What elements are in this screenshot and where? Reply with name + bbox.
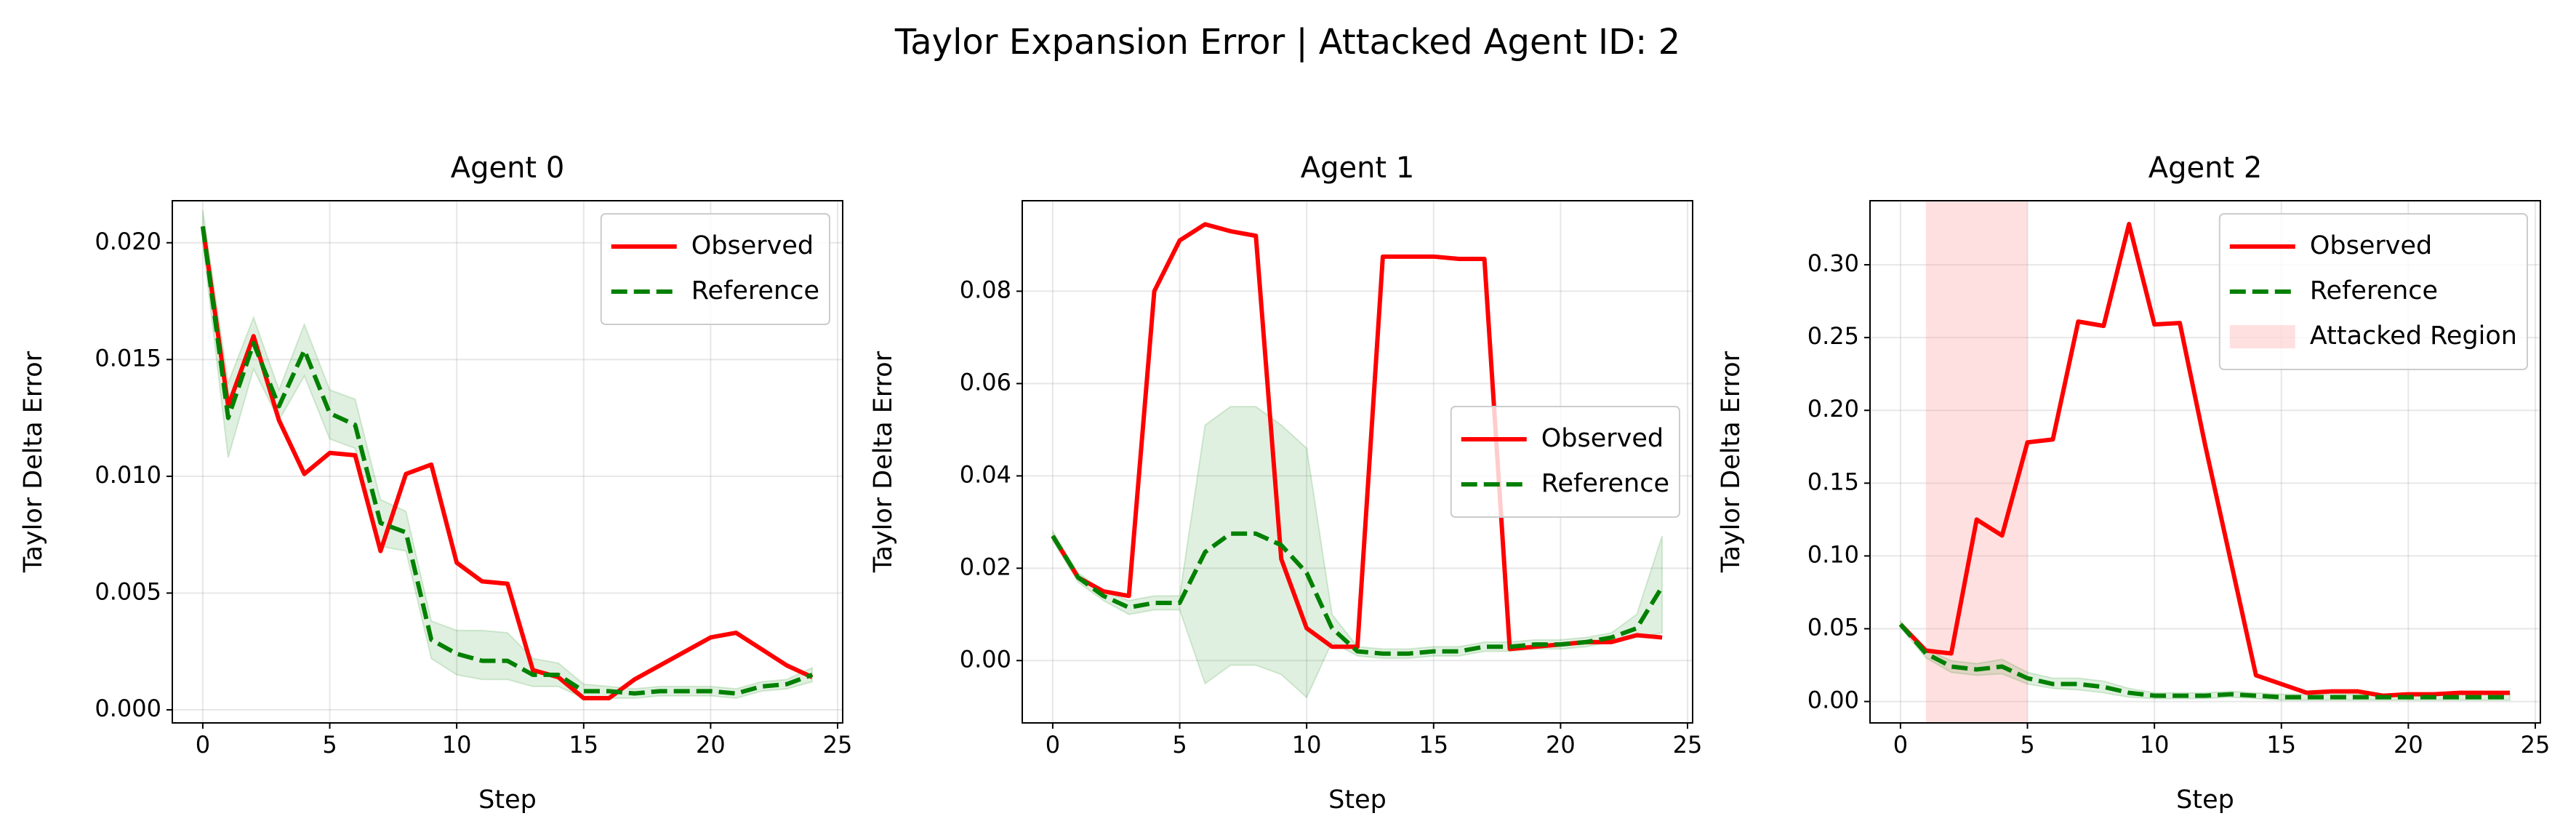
legend-label: Observed — [2310, 231, 2432, 260]
x-axis-label: Step — [478, 785, 537, 815]
y-tick-label: 0.15 — [1807, 468, 1859, 495]
y-tick-label: 0.015 — [95, 344, 161, 372]
series-line — [1898, 623, 2511, 700]
x-tick-label: 0 — [1893, 731, 1908, 759]
legend: Observed Reference Attacked Region — [2218, 213, 2528, 370]
legend: Observed Reference — [1450, 406, 1680, 518]
band — [1899, 619, 2511, 701]
x-tick-label: 10 — [442, 731, 472, 759]
x-tick-label: 5 — [322, 731, 337, 759]
x-tick-label: 20 — [1546, 731, 1576, 759]
x-tick-label: 15 — [569, 731, 598, 759]
y-tick-label: 0.02 — [960, 553, 1011, 580]
x-tick-label: 20 — [696, 731, 726, 759]
plot-area — [1898, 201, 2511, 723]
x-tick-label: 25 — [1673, 731, 1703, 759]
axes-frame — [1022, 200, 1693, 724]
x-tick-label: 25 — [2521, 731, 2551, 759]
y-tick-label: 0.25 — [1807, 322, 1859, 350]
subplot-title: Agent 0 — [451, 151, 565, 185]
band — [201, 209, 814, 699]
y-tick-label: 0.08 — [960, 276, 1011, 303]
subplot: 0 5 10 15 20 25 0.000 0.005 0.010 0.015 0.020 Agent… — [19, 151, 852, 815]
y-tick-label: 0.10 — [1807, 540, 1859, 568]
y-tick-label: 0.06 — [960, 368, 1011, 396]
y-axis-label: Taylor Delta Error — [19, 351, 48, 573]
x-tick-label: 20 — [2394, 731, 2423, 759]
plot-area — [1051, 222, 1664, 699]
y-tick-label: 0.04 — [960, 460, 1011, 488]
x-tick-label: 5 — [1172, 731, 1187, 759]
band — [1051, 406, 1664, 699]
y-tick-label: 0.05 — [1807, 613, 1859, 641]
x-tick-label: 15 — [2266, 731, 2296, 759]
y-tick-label: 0.010 — [95, 461, 161, 489]
legend-label: Observed — [691, 231, 814, 260]
legend-box — [2218, 213, 2528, 370]
x-tick-label: 0 — [1046, 731, 1060, 759]
y-tick-label: 0.000 — [95, 695, 161, 722]
legend-box — [600, 213, 830, 325]
y-axis-label: Taylor Delta Error — [869, 351, 898, 573]
axes-frame — [172, 200, 843, 724]
attacked-region — [1925, 201, 2028, 723]
series-line — [200, 225, 814, 696]
x-axis-label: Step — [1328, 785, 1387, 815]
y-tick-label: 0.30 — [1807, 249, 1859, 277]
x-tick-label: 25 — [823, 731, 853, 759]
y-tick-label: 0.00 — [960, 645, 1011, 673]
legend-label: Reference — [1541, 469, 1669, 498]
y-tick-label: 0.00 — [1807, 687, 1859, 714]
x-tick-label: 15 — [1419, 731, 1448, 759]
y-tick-label: 0.005 — [95, 577, 161, 605]
legend-swatch — [2229, 325, 2295, 348]
subplot-title: Agent 2 — [2148, 151, 2263, 185]
y-tick-label: 0.20 — [1807, 395, 1859, 423]
legend-label: Observed — [1541, 424, 1664, 453]
legend: Observed Reference — [600, 213, 830, 325]
x-tick-label: 0 — [196, 731, 210, 759]
subplot: 0 5 10 15 20 25 0.00 0.02 0.04 0.06 0.08 Agent 1 Ste… — [869, 151, 1702, 815]
axes-frame — [1869, 200, 2541, 724]
series-line — [1051, 531, 1664, 656]
x-tick-label: 10 — [1292, 731, 1322, 759]
x-axis-label: Step — [2176, 785, 2234, 815]
figure-title: Taylor Expansion Error | Attacked Agent … — [894, 22, 1680, 63]
subplot: 0 5 10 15 20 25 0.00 0.05 0.10 0.15 0.20 0.25 0.30 Ag… — [1717, 151, 2550, 815]
x-tick-label: 5 — [2020, 731, 2034, 759]
y-axis-label: Taylor Delta Error — [1717, 351, 1746, 573]
series-line — [1898, 222, 2511, 698]
subplot-title: Agent 1 — [1301, 151, 1415, 185]
legend-label: Reference — [2310, 276, 2438, 305]
plot-area — [200, 209, 814, 700]
legend-label: Attacked Region — [2310, 321, 2517, 351]
x-tick-label: 10 — [2140, 731, 2170, 759]
legend-box — [1450, 406, 1680, 518]
y-tick-label: 0.020 — [95, 228, 161, 255]
legend-label: Reference — [691, 276, 819, 305]
series-line — [200, 225, 814, 700]
